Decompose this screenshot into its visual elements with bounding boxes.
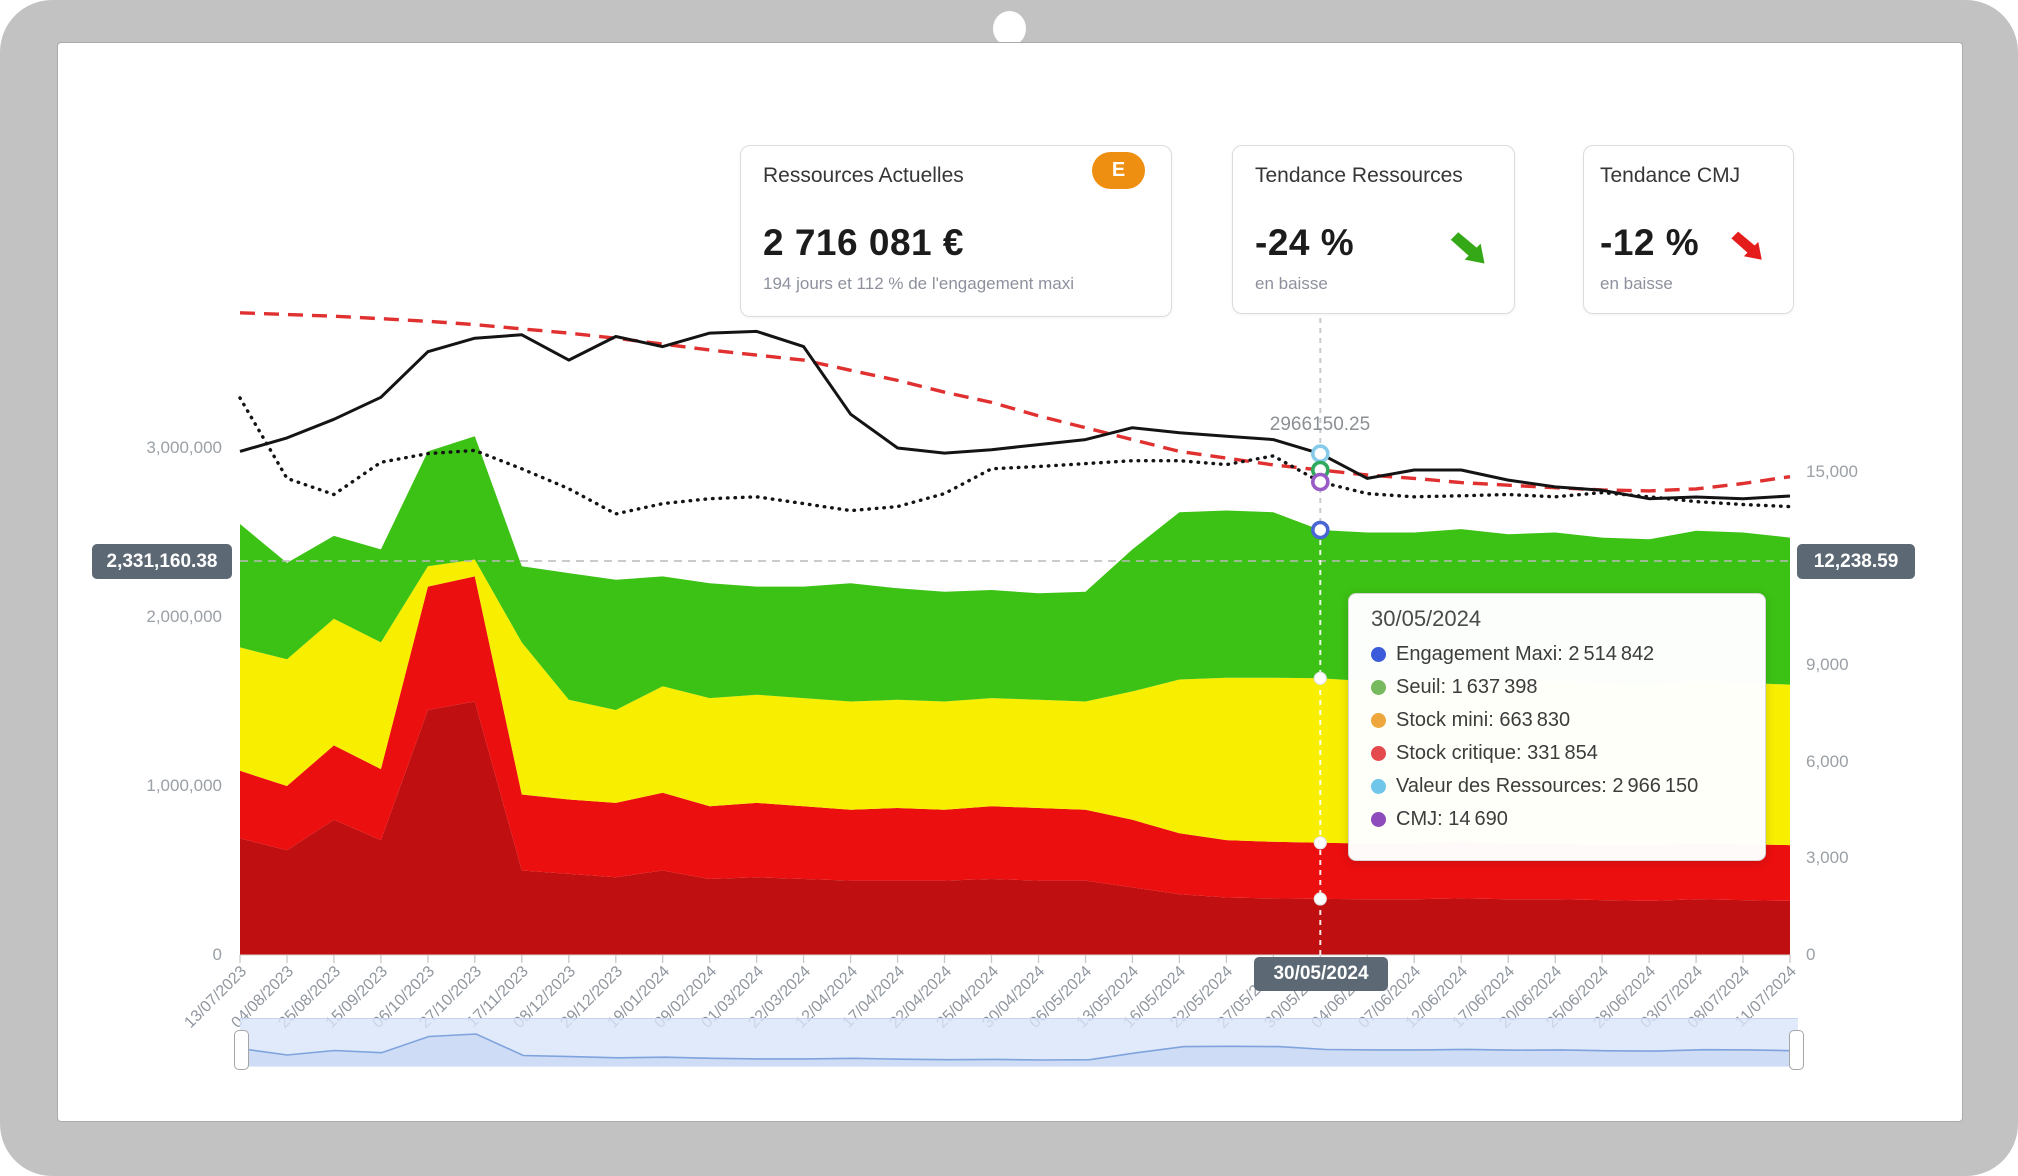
tendance-ressources-caption: en baisse — [1255, 274, 1328, 293]
series-tendance — [239, 311, 1791, 493]
tooltip-row-text: Seuil: 1 637 398 — [1396, 676, 1538, 698]
y-axis-right-label: 9,000 — [1806, 655, 1849, 674]
marker-ressources — [1311, 444, 1330, 464]
tooltip-row-text: Stock mini: 663 830 — [1396, 709, 1571, 731]
marker-boundary-1 — [1313, 836, 1327, 850]
card-title: Tendance Ressources — [1255, 164, 1463, 187]
ressources-value: 2 716 081 € — [763, 222, 964, 263]
tooltip-row: Valeur des Ressources: 2 966 150 — [1371, 770, 1765, 803]
tooltip-row: Engagement Maxi: 2 514 842 — [1371, 638, 1765, 671]
legend-dot-icon — [1371, 812, 1386, 827]
card-ressources-actuelles: Ressources Actuelles E 2 716 081 € 194 j… — [740, 145, 1172, 317]
crosshair-annotation: 2966150.25 — [1269, 414, 1371, 435]
right-crosshair-badge: 12,238.59 — [1797, 544, 1915, 579]
ressources-caption: 194 jours et 112 % de l'engagement maxi — [763, 274, 1075, 293]
y-axis-left-label: 3,000,000 — [146, 438, 222, 457]
tooltip-row: Stock mini: 663 830 — [1371, 704, 1765, 737]
card-title: Tendance CMJ — [1600, 164, 1741, 187]
left-crosshair-badge: 2,331,160.38 — [92, 544, 232, 579]
legend-dot-icon — [1371, 746, 1386, 761]
chart-tooltip: 30/05/2024 Engagement Maxi: 2 514 842 Se… — [1348, 593, 1766, 861]
y-axis-left-label: 1,000,000 — [146, 776, 222, 795]
tooltip-row: Stock critique: 331 854 — [1371, 737, 1765, 770]
series-valeur-des-ressources — [239, 329, 1791, 501]
tendance-cmj-caption: en baisse — [1600, 274, 1673, 293]
tendance-cmj-value: -12 % — [1600, 222, 1700, 263]
legend-dot-icon — [1371, 647, 1386, 662]
tooltip-row-text: Valeur des Ressources: 2 966 150 — [1396, 775, 1699, 797]
legend-dot-icon — [1371, 779, 1386, 794]
y-axis-right-label: 15,000 — [1806, 462, 1858, 481]
y-axis-right-label: 3,000 — [1806, 848, 1849, 867]
marker-boundary-0 — [1313, 671, 1327, 685]
tendance-ressources-value: -24 % — [1255, 222, 1355, 263]
marker-engagement-maxi — [1311, 520, 1330, 540]
tooltip-row-text: Stock critique: 331 854 — [1396, 742, 1598, 764]
y-axis-right-label: 0 — [1806, 945, 1816, 964]
camera-dot — [993, 11, 1026, 46]
trend-down-green-icon — [1450, 232, 1485, 264]
navigator-handle-right[interactable] — [1789, 1030, 1804, 1070]
y-axis-left-label: 0 — [212, 945, 222, 964]
y-axis-left-label: 2,000,000 — [146, 607, 222, 626]
legend-dot-icon — [1371, 713, 1386, 728]
band-stock-mini — [240, 576, 1790, 901]
navigator-preview — [239, 1033, 1799, 1066]
badge-e-icon[interactable]: E — [1092, 152, 1145, 189]
tooltip-row-text: CMJ: 14 690 — [1396, 808, 1508, 830]
navigator-handle-left[interactable] — [234, 1030, 249, 1070]
card-tendance-ressources: Tendance Ressources -24 % en baisse — [1232, 145, 1515, 314]
x-axis-ticks — [239, 955, 1791, 963]
card-tendance-cmj: Tendance CMJ -12 % en baisse — [1583, 145, 1794, 314]
marker-cmj — [1311, 472, 1330, 492]
crosshair-date-badge: 30/05/2024 — [1254, 957, 1388, 991]
marker-boundary-2 — [1313, 892, 1327, 906]
tooltip-date: 30/05/2024 — [1371, 606, 1482, 631]
legend-dot-icon — [1371, 680, 1386, 695]
navigator-track[interactable] — [240, 1018, 1798, 1067]
trend-down-red-icon — [1731, 231, 1762, 260]
tooltip-row: CMJ: 14 690 — [1371, 803, 1765, 836]
card-title: Ressources Actuelles — [763, 164, 964, 187]
tooltip-row-text: Engagement Maxi: 2 514 842 — [1396, 643, 1655, 665]
y-axis-right-label: 6,000 — [1806, 752, 1849, 771]
band-stock-critique — [240, 701, 1790, 955]
tooltip-row: Seuil: 1 637 398 — [1371, 671, 1765, 704]
